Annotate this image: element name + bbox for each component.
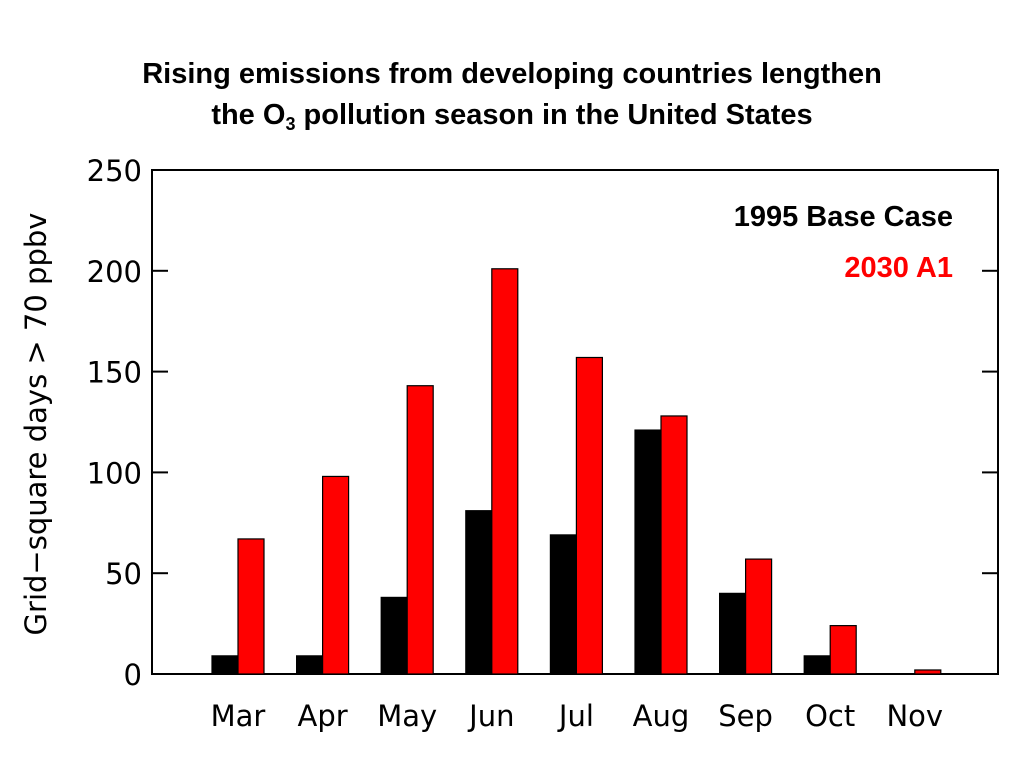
chart-title-line-2-start: the O <box>211 99 286 131</box>
legend: 1995 Base Case 2030 A1 <box>734 201 953 284</box>
x-tick-label: Jul <box>557 699 594 733</box>
bar-jul-series-2 <box>575 356 604 675</box>
bar-jun-series-1 <box>465 510 493 675</box>
y-axis-label: Grid−square days > 70 ppbv <box>19 213 53 636</box>
x-tick-label: Apr <box>298 699 348 733</box>
chart-title-line-2: the O3 pollution season in the United St… <box>0 99 1024 134</box>
bar-sep-series-2 <box>744 558 773 675</box>
x-tick-label: Mar <box>211 699 266 733</box>
y-tick-label: 200 <box>87 255 142 289</box>
y-axis-ticks: 0 50 100 150 200 250 <box>87 154 998 692</box>
bar-series <box>211 268 942 675</box>
y-tick-label: 150 <box>87 356 142 390</box>
y-tick-label: 50 <box>105 557 142 591</box>
bar-sep-series-1 <box>718 592 747 675</box>
y-tick-label: 0 <box>124 658 142 692</box>
bar-may-series-1 <box>380 596 408 675</box>
bar-oct-series-2 <box>829 625 857 675</box>
x-tick-label: Nov <box>886 699 943 733</box>
legend-entry-2: 2030 A1 <box>844 252 953 284</box>
x-tick-label: Aug <box>633 699 690 733</box>
bar-may-series-2 <box>406 385 434 675</box>
x-tick-label: Oct <box>805 699 855 733</box>
bar-aug-series-1 <box>634 429 662 675</box>
bar-apr-series-1 <box>296 655 324 675</box>
bar-apr-series-2 <box>322 475 350 675</box>
x-tick-label: Sep <box>718 699 773 733</box>
y-tick-label: 250 <box>87 154 142 188</box>
x-tick-label: May <box>377 699 437 733</box>
chart-title-subscript: 3 <box>285 114 296 134</box>
bar-jun-series-2 <box>491 268 519 675</box>
legend-entry-1: 1995 Base Case <box>734 201 953 233</box>
bar-nov-series-2 <box>914 669 942 675</box>
bar-aug-series-2 <box>660 415 688 675</box>
bar-jul-series-1 <box>549 534 578 675</box>
bar-mar-series-1 <box>211 655 239 675</box>
x-tick-label: Jun <box>467 699 514 733</box>
x-axis-labels: Mar Apr May Jun Jul Aug Sep Oct Nov <box>211 699 943 733</box>
bar-mar-series-2 <box>237 538 265 675</box>
chart-title-line-2-end: pollution season in the United States <box>295 99 813 131</box>
chart-title-line-1: Rising emissions from developing countri… <box>142 58 882 90</box>
bar-oct-series-1 <box>803 655 831 675</box>
y-tick-label: 100 <box>87 456 142 490</box>
